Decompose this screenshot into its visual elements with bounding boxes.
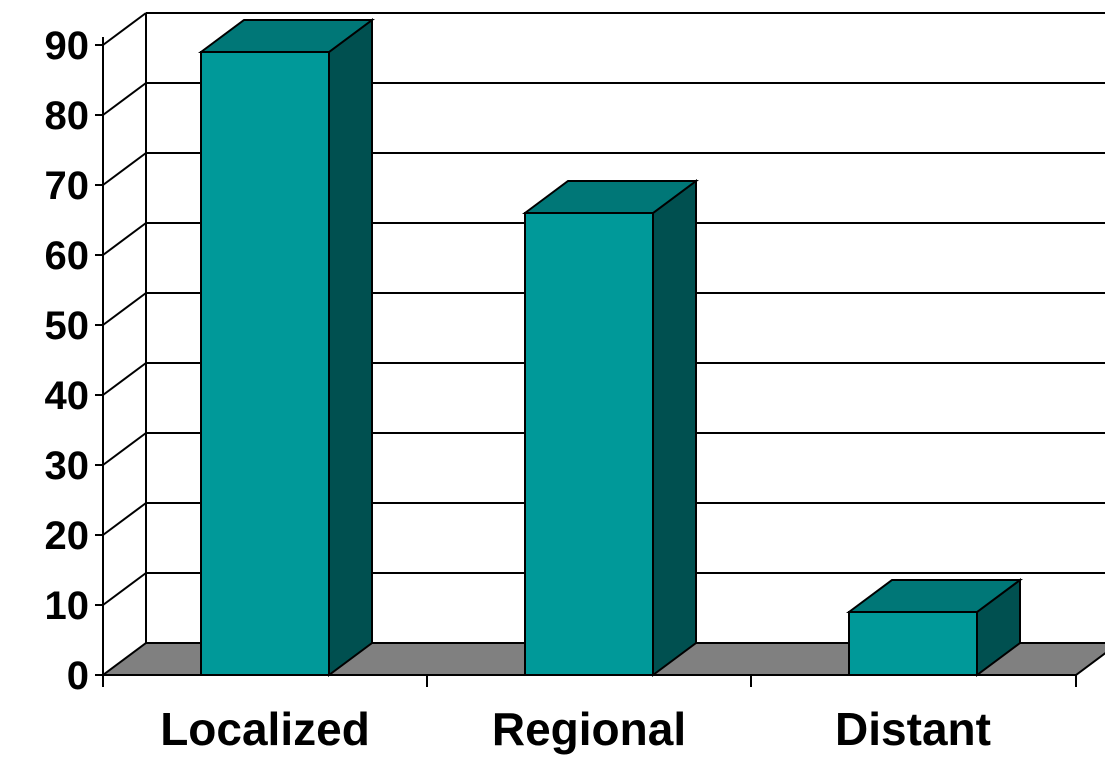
side-wall-gridline bbox=[102, 432, 147, 466]
side-wall-gridline bbox=[102, 152, 147, 186]
y-tick-label: 50 bbox=[45, 304, 90, 348]
y-tick-label: 90 bbox=[45, 24, 90, 68]
bar-top-face bbox=[197, 19, 376, 53]
x-category-label: Localized bbox=[160, 703, 370, 755]
bar bbox=[845, 578, 1024, 677]
x-category-label: Regional bbox=[492, 703, 686, 755]
side-wall-gridline bbox=[102, 502, 147, 536]
y-tick-label: 30 bbox=[45, 444, 90, 488]
chart-bars bbox=[197, 18, 1024, 677]
y-tick-label: 80 bbox=[45, 94, 90, 138]
bar bbox=[521, 179, 700, 677]
y-tick-label: 40 bbox=[45, 374, 90, 418]
bar-side-face bbox=[652, 179, 697, 677]
bar-side-face bbox=[328, 18, 373, 677]
bar-front-face bbox=[848, 611, 978, 676]
bar bbox=[197, 18, 376, 677]
y-tick-label: 20 bbox=[45, 514, 90, 558]
side-wall-gridline bbox=[102, 222, 147, 256]
side-wall-gridline bbox=[102, 12, 147, 46]
bar-top-face bbox=[521, 180, 700, 214]
y-tick-label: 0 bbox=[67, 654, 89, 698]
side-wall-gridline bbox=[102, 82, 147, 116]
chart-labels: 0 10 20 30 40 50 60 70 80 90 Localized Regional Dist… bbox=[45, 24, 991, 755]
bar-front-face bbox=[524, 212, 654, 676]
y-tick-label: 70 bbox=[45, 164, 90, 208]
bar-top-face bbox=[845, 579, 1024, 613]
y-tick-label: 10 bbox=[45, 584, 90, 628]
side-wall-gridline bbox=[102, 292, 147, 326]
y-tick-label: 60 bbox=[45, 234, 90, 278]
bar-front-face bbox=[200, 51, 330, 676]
side-wall-gridline bbox=[102, 362, 147, 396]
x-category-label: Distant bbox=[835, 703, 991, 755]
side-wall-gridline bbox=[102, 572, 147, 606]
